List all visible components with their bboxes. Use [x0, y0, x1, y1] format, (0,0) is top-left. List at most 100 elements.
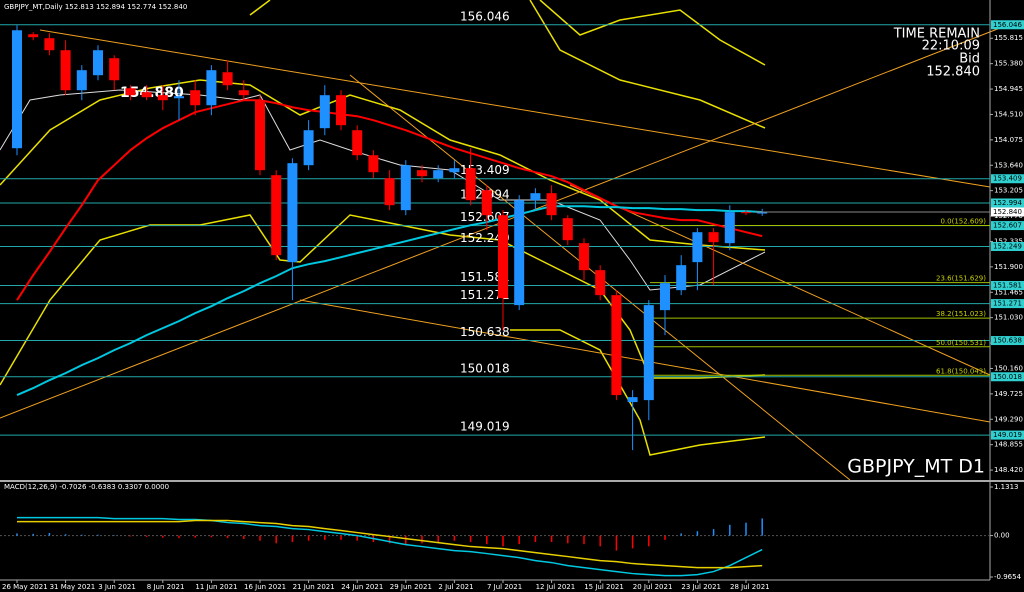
y-tick-label: 149.725	[994, 390, 1023, 398]
fib-label: 23.6(151.629)	[936, 275, 986, 283]
candle-body	[255, 100, 265, 171]
y-tick-label: 155.380	[994, 60, 1023, 68]
trend-line	[39, 29, 991, 188]
candle-body	[238, 90, 249, 96]
candle-body	[157, 95, 168, 101]
x-tick-label: 24 Jun 2021	[341, 583, 383, 591]
level-tag	[991, 174, 1024, 184]
level-label: 156.046	[460, 9, 510, 23]
y-tick-label: 0.00	[994, 532, 1010, 540]
candle-body	[287, 163, 298, 263]
y-tick-label: 151.030	[994, 314, 1023, 322]
x-tick-label: 11 Jun 2021	[195, 583, 237, 591]
x-tick-label: 8 Jun 2021	[147, 583, 185, 591]
level-tag	[991, 221, 1024, 231]
level-tag	[991, 336, 1024, 346]
fib-label: 0.0(152.609)	[940, 217, 986, 225]
candle-body	[660, 283, 670, 311]
band-line	[249, 0, 271, 16]
y-tick-label: 154.945	[994, 85, 1023, 93]
candle-body	[433, 170, 444, 179]
level-tag-label: 149.019	[993, 431, 1022, 439]
candle-body	[109, 58, 120, 81]
x-tick-label: 21 Jun 2021	[293, 583, 335, 591]
x-tick-label: 16 Jun 2021	[244, 583, 286, 591]
level-tag-label: 150.018	[993, 373, 1022, 381]
candle-body	[303, 130, 314, 166]
candle-body	[449, 168, 460, 173]
y-tick-label: 155.815	[994, 34, 1023, 42]
candle-body	[676, 265, 687, 291]
band-line	[0, 214, 766, 386]
y-tick-label: 151.465	[994, 288, 1023, 296]
trend-line	[569, 184, 991, 376]
candle-body	[530, 193, 541, 201]
candle-body	[481, 190, 492, 216]
level-tag	[991, 198, 1024, 208]
signal-line	[17, 519, 763, 569]
level-label: 149.019	[460, 420, 510, 434]
white-line	[0, 89, 766, 291]
level-label: 151.271	[460, 288, 510, 302]
bid-label: Bid	[959, 52, 980, 67]
y-tick-label: 154.510	[994, 110, 1023, 118]
level-tag-label: 152.607	[993, 222, 1022, 230]
bid-tag-label: 152.840	[993, 208, 1022, 216]
candle-body	[12, 30, 22, 149]
candle-body	[174, 96, 184, 99]
band-line	[510, 329, 766, 456]
y-tick-label: 1.1313	[994, 483, 1019, 491]
x-tick-label: 31 May 2021	[50, 583, 96, 591]
level-tag-label: 150.638	[993, 337, 1022, 345]
time-remain-label: TIME REMAIN	[893, 27, 980, 42]
candle-body	[44, 38, 55, 51]
x-tick-label: 15 Jul 2021	[584, 583, 624, 591]
level-tag	[991, 299, 1024, 309]
level-tag-label: 156.046	[993, 21, 1022, 29]
moving-average	[16, 99, 763, 301]
y-tick-label: 152.335	[994, 237, 1023, 245]
band-line	[0, 79, 766, 251]
x-tick-label: 26 May 2021	[2, 583, 48, 591]
y-tick-label: -0.9654	[994, 573, 1022, 581]
candle-body	[384, 178, 395, 206]
band-line	[539, 0, 766, 66]
candle-body	[498, 215, 508, 299]
header: GBPJPY_MT,Daily 152.813 152.894 152.774 …	[4, 3, 187, 11]
level-tag	[991, 241, 1024, 251]
level-label: 150.638	[460, 325, 510, 339]
macd-label: MACD(12,26,9) -0.7026 -0.6383 0.3307 0.0…	[4, 483, 169, 491]
candle-body	[76, 70, 87, 91]
bid: 152.840	[926, 65, 980, 80]
bid-tag	[991, 207, 1024, 217]
candle-body	[708, 232, 719, 243]
candle-body	[514, 200, 525, 306]
fib-label: 50.0(150.531)	[936, 339, 986, 347]
moving-average	[16, 205, 763, 397]
level-label: 150.018	[460, 361, 510, 375]
candle-body	[125, 88, 136, 96]
band-line	[529, 0, 766, 129]
level-tag-label: 151.271	[993, 300, 1022, 308]
candle-body	[611, 295, 622, 396]
level-tag-label: 152.249	[993, 242, 1022, 250]
x-tick-label: 7 Jul 2021	[487, 583, 522, 591]
candle-body	[643, 305, 654, 401]
candle-body	[562, 218, 573, 241]
y-tick-label: 154.075	[994, 136, 1023, 144]
candle-body	[627, 397, 638, 403]
macd-line	[17, 516, 763, 577]
candle-body	[93, 50, 103, 76]
x-tick-label: 23 Jul 2021	[681, 583, 721, 591]
y-tick-label: 148.855	[994, 441, 1023, 449]
candle-body	[546, 193, 557, 216]
candle-body	[724, 212, 735, 244]
level-label: 152.249	[460, 231, 510, 245]
level-tag	[991, 430, 1024, 440]
candle-body	[271, 175, 282, 256]
y-tick-label: 153.205	[994, 187, 1023, 195]
x-tick-label: 29 Jun 2021	[390, 583, 432, 591]
level-tag	[991, 372, 1024, 382]
candle-body	[190, 90, 201, 106]
